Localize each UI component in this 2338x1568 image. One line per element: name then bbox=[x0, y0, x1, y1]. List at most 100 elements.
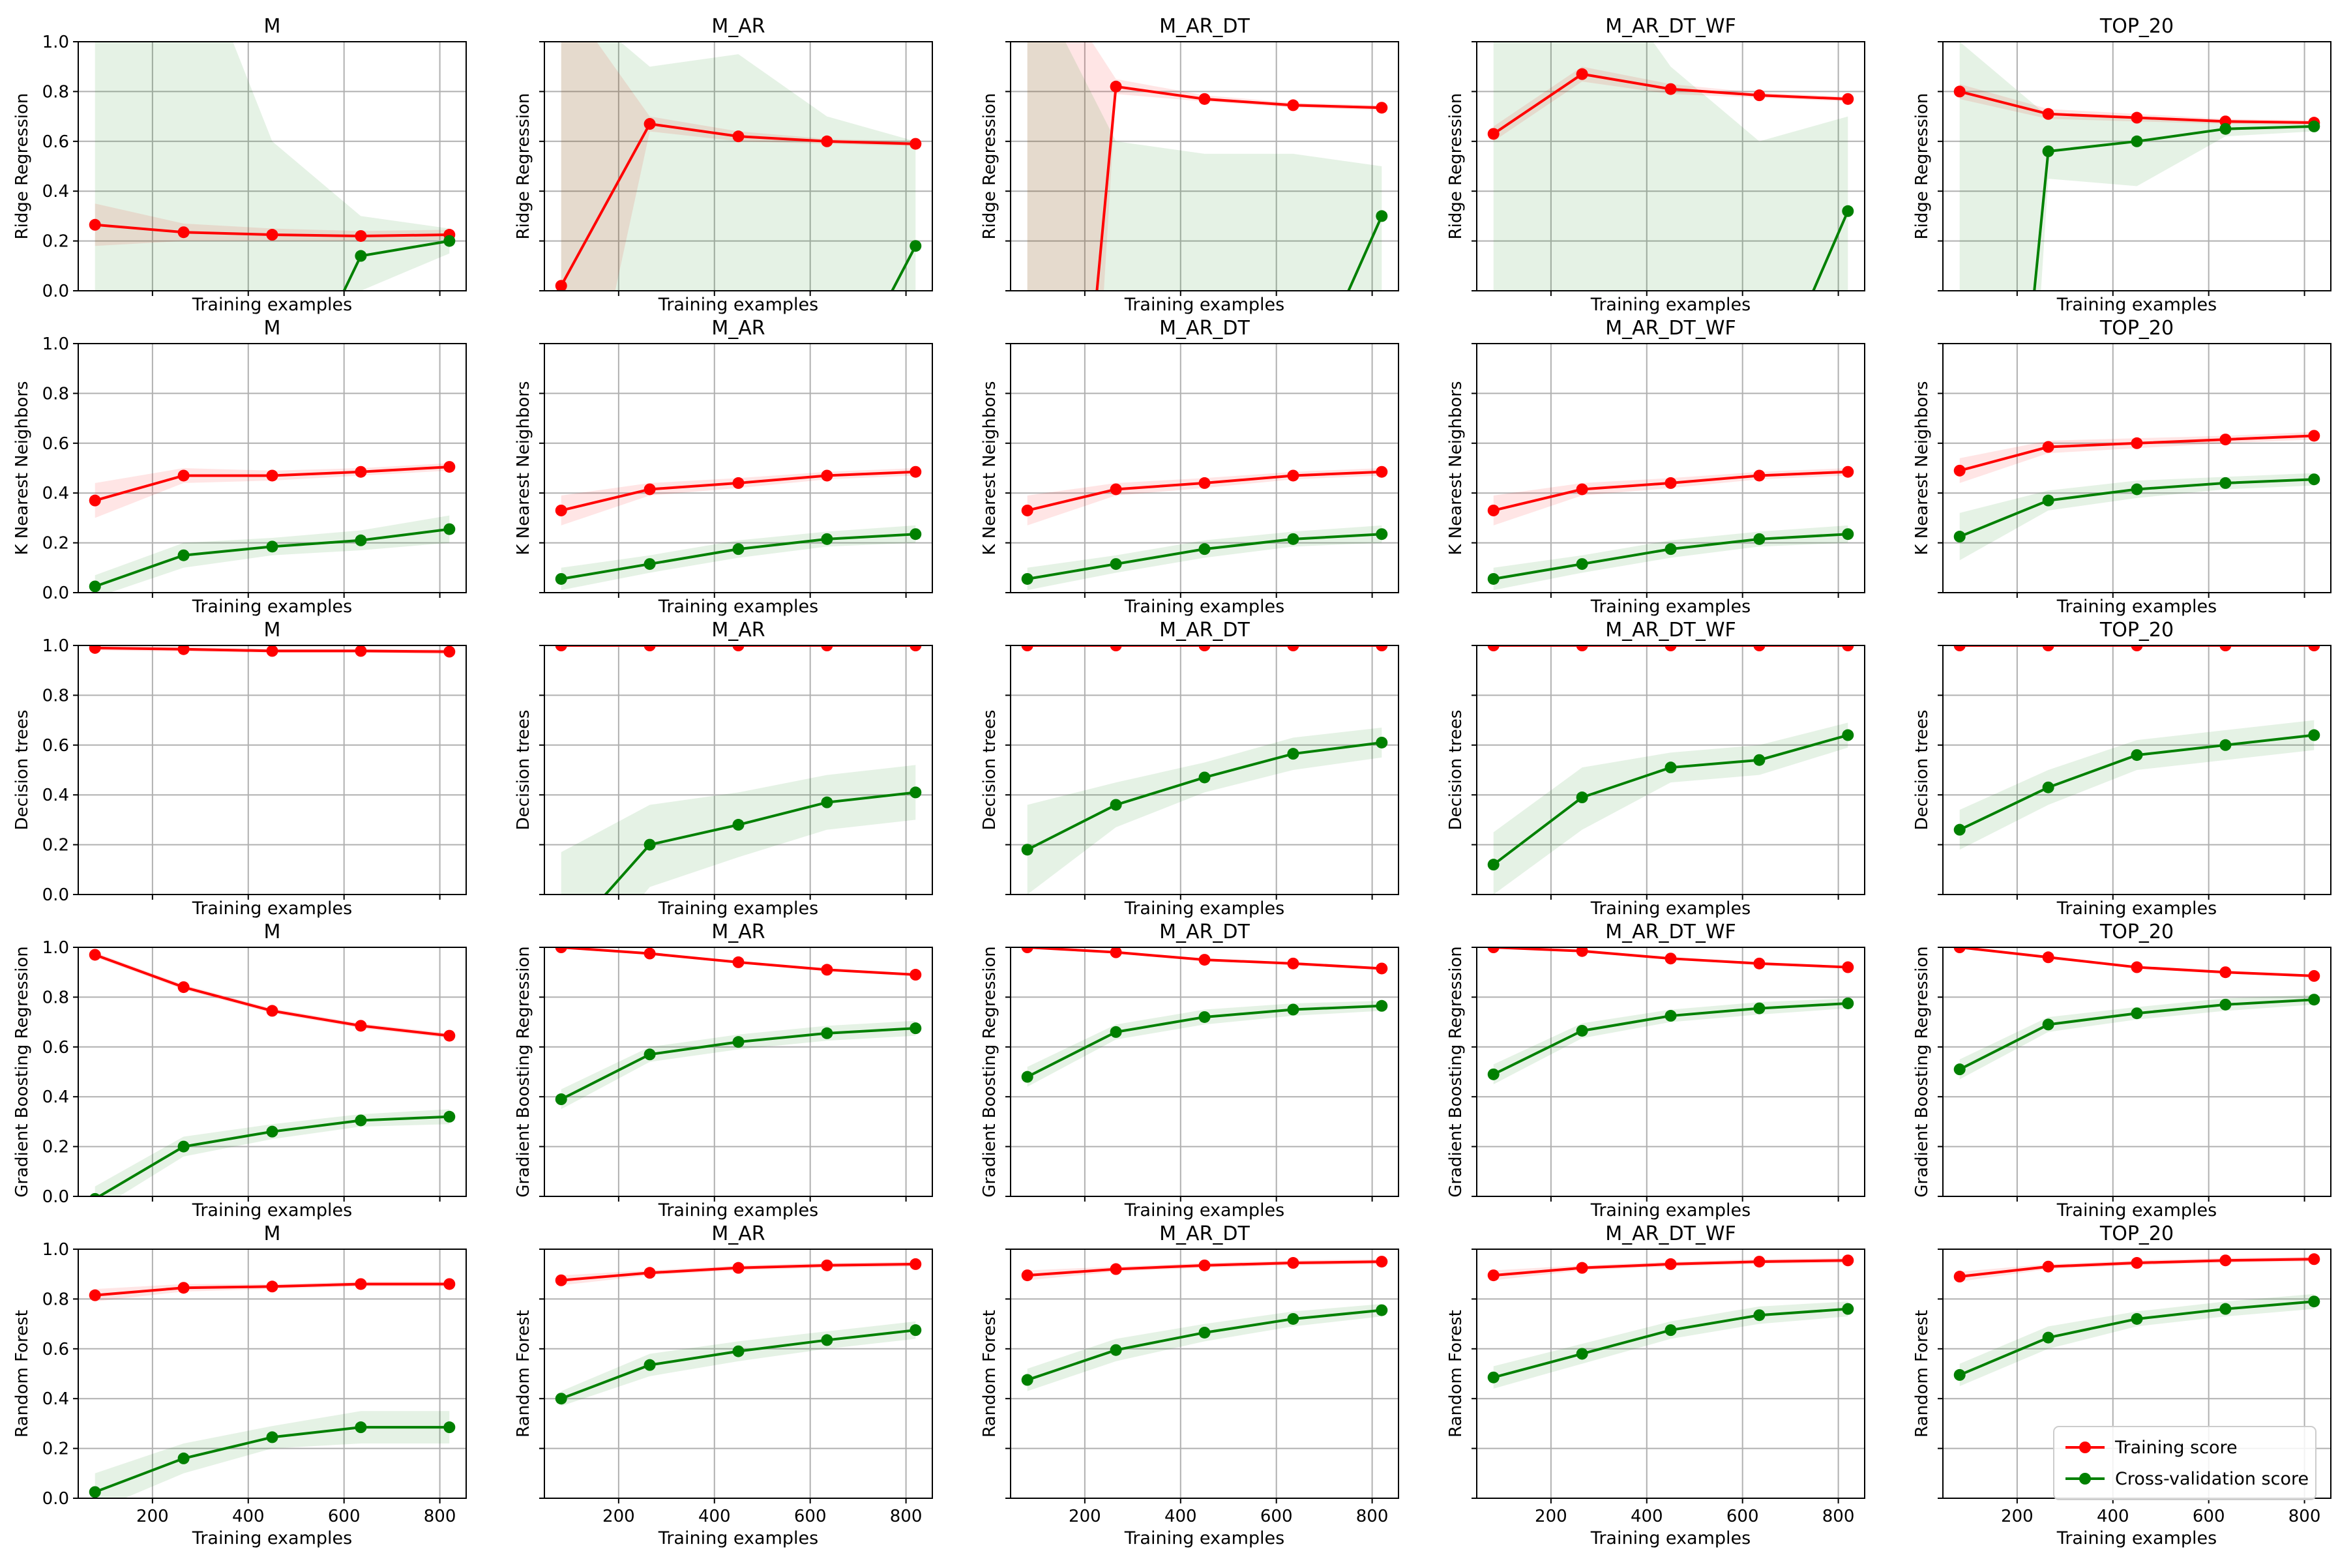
y-axis-label: Decision trees bbox=[514, 710, 533, 831]
x-axis-label: Training examples bbox=[2056, 295, 2217, 315]
x-axis-label: Training examples bbox=[1590, 295, 1751, 315]
y-axis-label: Ridge Regression bbox=[1446, 93, 1466, 240]
axes-frame bbox=[78, 343, 467, 593]
panel-random-forest-m: 0.0 0.2 0.4 0.6 0.8 1.0 200 400 600 800 M Training … bbox=[12, 1222, 467, 1548]
plot-area bbox=[89, 42, 456, 291]
axes-frame bbox=[1010, 947, 1399, 1197]
legend-box bbox=[2053, 1426, 2316, 1500]
y-tick-label: 0.4 bbox=[42, 484, 69, 503]
cv-score-point bbox=[2219, 477, 2232, 489]
axes-frame bbox=[1476, 343, 1865, 593]
panel-title: M_AR bbox=[711, 317, 765, 340]
plot-area bbox=[89, 1278, 456, 1498]
training-score-point bbox=[1376, 1256, 1388, 1268]
training-score-point bbox=[355, 1278, 367, 1290]
cv-score-point bbox=[1753, 1002, 1766, 1014]
x-tick-label: 600 bbox=[794, 1507, 827, 1526]
panel-k-nearest-neighbors-m-ar-dt-wf: M_AR_DT_WF Training examples K Nearest Nei… bbox=[1446, 317, 1865, 617]
plot-area bbox=[89, 645, 456, 1100]
cv-score-point bbox=[2042, 1018, 2054, 1031]
axes-frame bbox=[78, 1249, 467, 1499]
training-score-point bbox=[1842, 645, 1854, 651]
y-tick-label: 0.0 bbox=[42, 1489, 69, 1509]
x-tick-label: 200 bbox=[2001, 1507, 2034, 1526]
plot-area bbox=[1487, 466, 1854, 591]
cv-score-point bbox=[1842, 205, 1854, 217]
x-tick-label: 400 bbox=[698, 1507, 731, 1526]
y-tick-label: 0.4 bbox=[42, 1389, 69, 1409]
grid bbox=[1943, 947, 2331, 1197]
axes-frame bbox=[544, 1249, 933, 1499]
x-axis-label: Training examples bbox=[1124, 898, 1284, 919]
cv-score-point bbox=[1198, 543, 1211, 555]
y-axis-label: K Nearest Neighbors bbox=[12, 381, 32, 555]
cv-score-point bbox=[1287, 748, 1299, 760]
training-score-point bbox=[821, 645, 833, 651]
cv-score-point bbox=[177, 549, 190, 561]
x-tick-label: 200 bbox=[602, 1507, 635, 1526]
y-axis-label: Gradient Boosting Regression bbox=[1446, 946, 1466, 1198]
panel-gradient-boosting-regression-m: 0.0 0.2 0.4 0.6 0.8 1.0 M Training examples Grad… bbox=[12, 921, 467, 1220]
y-tick-label: 1.0 bbox=[42, 33, 69, 52]
cv-score-band bbox=[561, 1020, 916, 1110]
training-score-point bbox=[1376, 962, 1388, 975]
axes-frame bbox=[1010, 41, 1399, 291]
y-tick-label: 0.2 bbox=[42, 1440, 69, 1459]
panel-title: M_AR_DT bbox=[1159, 15, 1250, 38]
cv-score-point bbox=[266, 1125, 278, 1138]
axes-frame bbox=[78, 41, 467, 291]
training-score-point bbox=[821, 964, 833, 976]
x-tick-label: 800 bbox=[1822, 1507, 1855, 1526]
training-score-band bbox=[95, 952, 450, 1039]
cv-score-point bbox=[443, 235, 456, 247]
axes-frame bbox=[1476, 645, 1865, 895]
training-score-point bbox=[1287, 957, 1299, 969]
panel-title: M_AR_DT_WF bbox=[1605, 317, 1736, 340]
panel-title: M_AR_DT bbox=[1159, 619, 1250, 642]
cv-score-point bbox=[1110, 1026, 1122, 1038]
panel-k-nearest-neighbors-m-ar-dt: M_AR_DT Training examples K Nearest Neighb… bbox=[980, 317, 1399, 617]
y-tick-label: 1.0 bbox=[42, 636, 69, 656]
training-score-point bbox=[1287, 645, 1299, 651]
cv-score-point bbox=[2219, 1303, 2232, 1315]
training-score-point bbox=[1953, 947, 1966, 953]
cv-score-line bbox=[342, 239, 450, 291]
training-score-point bbox=[732, 956, 745, 968]
cv-score-point bbox=[267, 1088, 278, 1100]
training-score-point bbox=[1842, 466, 1854, 478]
panel-gradient-boosting-regression-m-ar-dt-wf: M_AR_DT_WF Training examples Gradient Boos… bbox=[1446, 921, 1865, 1220]
x-axis-label: Training examples bbox=[658, 1200, 818, 1220]
training-score-point bbox=[555, 280, 567, 291]
cv-score-point bbox=[1576, 1024, 1588, 1037]
cv-score-point bbox=[1198, 1011, 1211, 1023]
y-axis-label: K Nearest Neighbors bbox=[1446, 381, 1466, 555]
axes-frame bbox=[1476, 41, 1865, 291]
x-tick-label: 600 bbox=[328, 1507, 361, 1526]
cv-score-point bbox=[1022, 1032, 1033, 1044]
training-score-point bbox=[1198, 954, 1211, 966]
x-axis-label: Training examples bbox=[1590, 898, 1751, 919]
x-axis-label: Training examples bbox=[658, 1528, 818, 1548]
cv-score-point bbox=[1753, 754, 1766, 766]
training-score-point bbox=[2308, 645, 2320, 651]
cv-score-point bbox=[2042, 1331, 2054, 1344]
training-score-point bbox=[355, 229, 367, 242]
axes-frame bbox=[1010, 645, 1399, 895]
panel-title: M bbox=[264, 921, 281, 943]
panel-random-forest-m-ar-dt-wf: 200 400 600 800 M_AR_DT_WF Training examples R… bbox=[1446, 1222, 1865, 1548]
cv-score-point bbox=[1376, 999, 1388, 1012]
cv-score-band bbox=[1959, 1294, 2315, 1387]
training-score-point bbox=[1110, 1263, 1122, 1275]
x-tick-label: 400 bbox=[232, 1507, 265, 1526]
legend-training-marker bbox=[2079, 1442, 2091, 1453]
cv-score-point bbox=[644, 838, 656, 851]
training-score-point bbox=[1842, 961, 1854, 973]
cv-score-point bbox=[1665, 1324, 1677, 1337]
cv-score-point bbox=[1021, 1374, 1033, 1386]
training-score-point bbox=[1487, 1269, 1500, 1282]
y-tick-label: 0.2 bbox=[42, 232, 69, 252]
x-tick-label: 200 bbox=[1535, 1507, 1567, 1526]
axes-frame bbox=[1010, 1249, 1399, 1499]
